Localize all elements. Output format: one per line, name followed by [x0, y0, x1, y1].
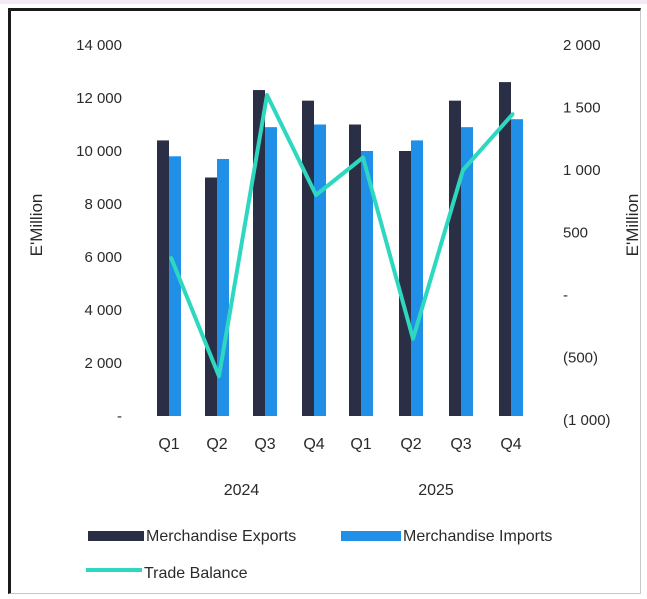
y-axis-label: E'Million	[27, 194, 46, 257]
legend: Merchandise Exports Merchandise Imports …	[86, 528, 552, 582]
bar-imports	[314, 124, 326, 416]
bar-exports	[205, 177, 217, 416]
bar-exports	[449, 100, 461, 417]
bars-layer	[157, 82, 523, 417]
x-tick-label: Q3	[254, 436, 275, 453]
legend-label-exports: Merchandise Exports	[146, 528, 296, 545]
legend-label-balance: Trade Balance	[144, 565, 248, 582]
x-tick-label: Q2	[206, 436, 227, 453]
y-tick-label: 10 000	[76, 143, 122, 160]
x-tick-label: Q1	[350, 436, 371, 453]
x-tick-label: Q1	[158, 436, 179, 453]
y-tick-label: 6 000	[84, 249, 122, 266]
top-strip	[0, 0, 647, 4]
x-tick-label: Q4	[303, 436, 324, 453]
bar-exports	[499, 82, 511, 416]
point-trade-balance	[314, 193, 318, 197]
trade-balance-line-layer	[169, 93, 515, 379]
y2-tick-label: (1 000)	[563, 412, 611, 429]
bar-exports	[399, 151, 411, 416]
point-trade-balance	[361, 156, 365, 159]
legend-label-imports: Merchandise Imports	[403, 528, 552, 545]
bar-exports	[349, 124, 361, 416]
y-tick-label: -	[117, 408, 122, 425]
x-tick-label: Q3	[450, 436, 471, 453]
y2-tick-label: -	[563, 287, 568, 304]
y2-tick-label: 2 000	[563, 37, 601, 54]
y2-tick-label: 500	[563, 225, 588, 242]
point-trade-balance	[265, 93, 269, 97]
point-trade-balance	[511, 112, 515, 116]
y-tick-label: 2 000	[84, 355, 122, 372]
bar-imports	[217, 158, 229, 416]
bar-exports	[253, 90, 265, 417]
y-tick-label: 14 000	[76, 37, 122, 54]
x-group-label: 2025	[418, 482, 454, 499]
y-axis-left: - 2 000 4 000 6 000 8 000 10 000 12 000 14 000	[76, 37, 122, 425]
chart-frame	[8, 8, 641, 594]
point-trade-balance	[217, 374, 221, 378]
y2-axis-label: E'Million	[623, 194, 642, 257]
point-trade-balance	[169, 256, 173, 259]
bar-exports	[157, 140, 169, 416]
point-trade-balance	[461, 168, 465, 172]
legend-swatch-imports	[341, 531, 401, 541]
bar-imports	[169, 156, 181, 417]
y2-tick-label: 1 500	[563, 100, 601, 117]
x-tick-label: Q2	[400, 436, 421, 453]
x-tick-label: Q4	[500, 436, 521, 453]
bar-imports	[265, 127, 277, 417]
bar-exports	[302, 100, 314, 417]
x-group-label: 2024	[224, 482, 260, 499]
point-trade-balance	[411, 337, 415, 341]
series-trade-balance	[169, 93, 515, 379]
bar-imports	[411, 140, 423, 416]
legend-swatch-exports	[88, 531, 144, 541]
bar-imports	[461, 127, 473, 417]
y-axis-right: (1 000) (500) - 500 1 000 1 500 2 000	[563, 37, 611, 429]
y2-tick-label: (500)	[563, 350, 598, 367]
y2-tick-label: 1 000	[563, 162, 601, 179]
y-tick-label: 8 000	[84, 196, 122, 213]
x-axis: Q1 Q2 Q3 Q4 Q1 Q2 Q3 Q4 2024 2025	[158, 436, 521, 499]
y-tick-label: 4 000	[84, 302, 122, 319]
bar-imports	[511, 119, 523, 416]
bar-imports	[361, 151, 373, 416]
y-tick-label: 12 000	[76, 90, 122, 107]
